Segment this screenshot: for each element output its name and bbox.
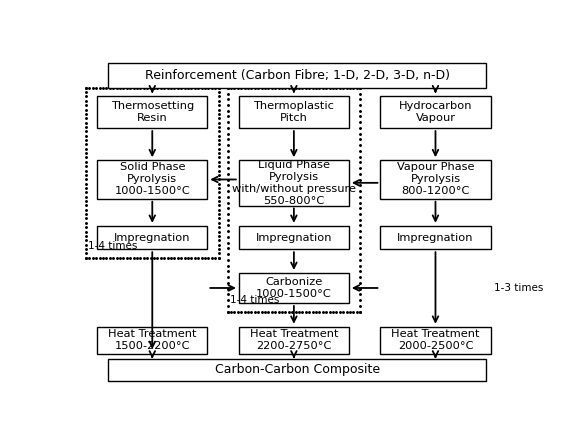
Text: 1-4 times: 1-4 times bbox=[88, 241, 137, 251]
Text: Carbonize
1000-1500°C: Carbonize 1000-1500°C bbox=[256, 277, 332, 299]
Text: 1-4 times: 1-4 times bbox=[230, 295, 279, 305]
Text: Reinforcement (Carbon Fibre; 1-D, 2-D, 3-D, n-D): Reinforcement (Carbon Fibre; 1-D, 2-D, 3… bbox=[145, 69, 450, 82]
Bar bbox=[97, 327, 208, 354]
Bar bbox=[239, 226, 349, 249]
Text: Impregnation: Impregnation bbox=[397, 232, 474, 243]
Text: Vapour Phase
Pyrolysis
800-1200°C: Vapour Phase Pyrolysis 800-1200°C bbox=[397, 163, 474, 197]
Bar bbox=[108, 62, 486, 88]
Text: Hydrocarbon
Vapour: Hydrocarbon Vapour bbox=[398, 101, 472, 123]
Bar bbox=[380, 160, 491, 199]
Bar bbox=[239, 273, 349, 303]
Text: Thermosetting
Resin: Thermosetting Resin bbox=[111, 101, 194, 123]
Bar bbox=[380, 96, 491, 128]
Text: Thermoplastic
Pitch: Thermoplastic Pitch bbox=[253, 101, 334, 123]
Bar bbox=[239, 96, 349, 128]
Text: Impregnation: Impregnation bbox=[114, 232, 191, 243]
Bar bbox=[108, 359, 486, 381]
Bar bbox=[97, 96, 208, 128]
Text: Impregnation: Impregnation bbox=[256, 232, 332, 243]
Bar bbox=[97, 160, 208, 199]
Text: Carbon-Carbon Composite: Carbon-Carbon Composite bbox=[215, 363, 380, 376]
Text: Heat Treatment
2000-2500°C: Heat Treatment 2000-2500°C bbox=[392, 329, 480, 351]
Bar bbox=[97, 226, 208, 249]
Text: Heat Treatment
1500-2200°C: Heat Treatment 1500-2200°C bbox=[108, 329, 197, 351]
Bar bbox=[239, 327, 349, 354]
Text: Solid Phase
Pyrolysis
1000-1500°C: Solid Phase Pyrolysis 1000-1500°C bbox=[114, 163, 190, 197]
Bar bbox=[380, 327, 491, 354]
Text: Liquid Phase
Pyrolysis
with/without pressure
550-800°C: Liquid Phase Pyrolysis with/without pres… bbox=[232, 160, 356, 206]
Bar bbox=[239, 160, 349, 205]
Text: Heat Treatment
2200-2750°C: Heat Treatment 2200-2750°C bbox=[249, 329, 338, 351]
Bar bbox=[380, 226, 491, 249]
Text: 1-3 times: 1-3 times bbox=[494, 283, 543, 293]
